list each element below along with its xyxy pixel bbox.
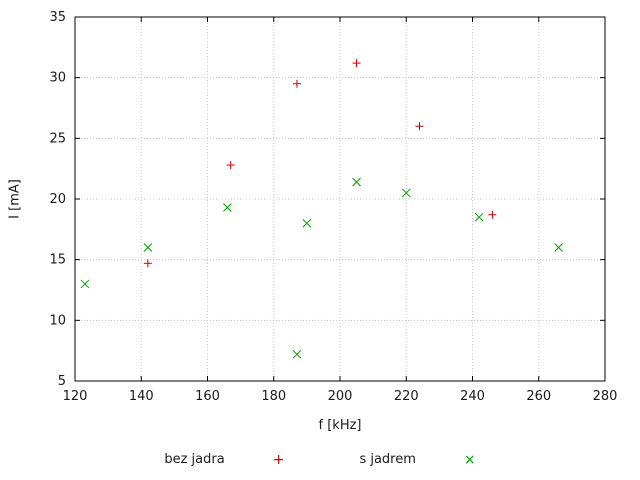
legend-label: s jadrem (359, 452, 416, 467)
data-point-s-jadrem (474, 212, 484, 222)
x-tick-label: 140 (129, 389, 154, 404)
legend-label: bez jadra (164, 452, 225, 467)
data-point-s-jadrem (401, 188, 411, 198)
x-tick-label: 280 (593, 389, 618, 404)
data-point-s-jadrem (352, 177, 361, 187)
data-point-s-jadrem (80, 279, 90, 289)
x-tick-label: 180 (261, 389, 286, 404)
x-tick-label: 240 (460, 389, 485, 404)
x-tick-label: 120 (63, 389, 88, 404)
legend-entry-bez-jadra: bez jadra + (164, 452, 284, 467)
data-point-s-jadrem (302, 218, 312, 228)
data-point-s-jadrem (143, 243, 153, 252)
x-tick-label: 200 (328, 389, 353, 404)
data-point-s-jadrem (292, 349, 302, 359)
x-axis-title: f [kHz] (318, 418, 362, 433)
legend: bez jadra + s jadrem × (0, 452, 640, 467)
legend-entry-s-jadrem: s jadrem × (359, 452, 475, 467)
plus-marker-icon: + (272, 451, 285, 468)
y-tick-label: 10 (49, 313, 66, 328)
data-point-s-jadrem (554, 243, 563, 252)
x-tick-label: 220 (394, 389, 419, 404)
y-tick-label: 15 (49, 253, 66, 268)
y-tick-label: 5 (58, 374, 66, 389)
data-point-s-jadrem (223, 203, 232, 212)
y-tick-label: 20 (49, 192, 66, 207)
y-tick-label: 25 (49, 131, 66, 146)
x-tick-label: 160 (195, 389, 220, 404)
y-axis-title: I [mA] (7, 179, 23, 219)
y-tick-label: 30 (49, 71, 66, 86)
cross-marker-icon: × (463, 451, 476, 468)
x-tick-label: 260 (526, 389, 551, 404)
y-tick-label: 35 (49, 10, 66, 25)
